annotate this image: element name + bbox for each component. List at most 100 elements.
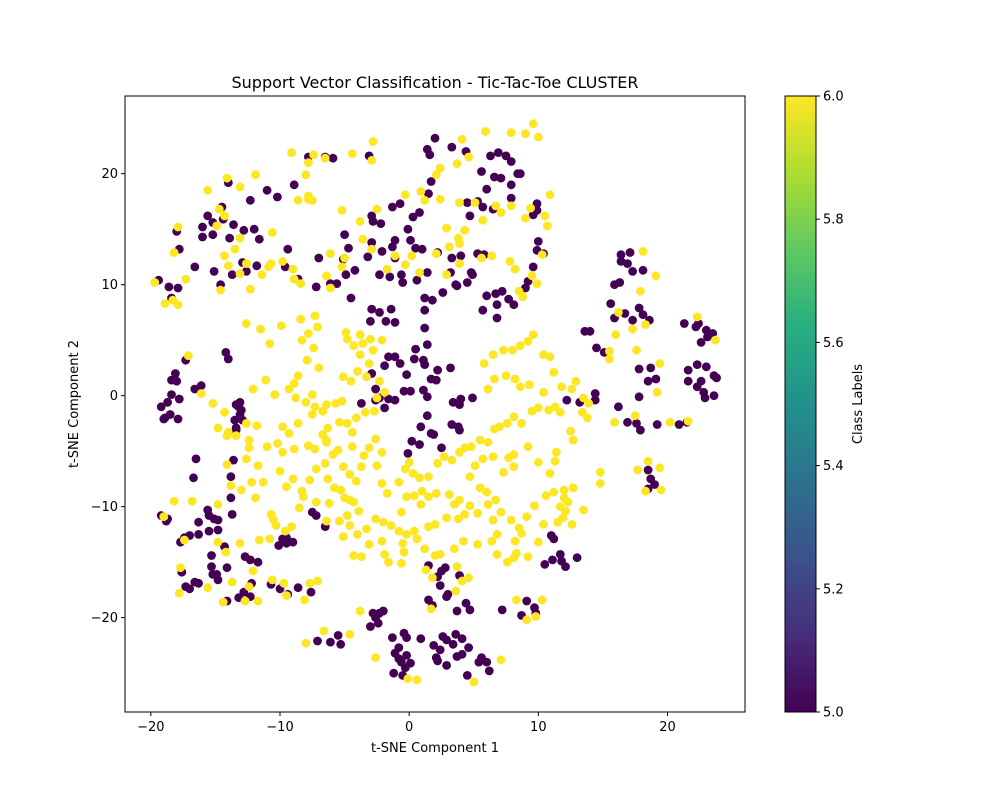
- data-point: [412, 275, 422, 285]
- data-point: [345, 629, 355, 639]
- data-point: [506, 128, 516, 138]
- data-point: [266, 259, 276, 268]
- data-point: [338, 372, 348, 382]
- data-point: [533, 457, 543, 467]
- data-point: [390, 395, 400, 405]
- data-point: [533, 132, 543, 142]
- data-point: [382, 488, 392, 498]
- data-point: [532, 279, 542, 288]
- data-point: [605, 346, 614, 356]
- data-point: [338, 462, 348, 472]
- data-point: [568, 435, 578, 445]
- data-point: [305, 578, 315, 588]
- data-point: [508, 345, 517, 355]
- data-point: [455, 425, 464, 435]
- data-point: [429, 641, 439, 650]
- data-point: [459, 536, 468, 546]
- data-point: [493, 148, 503, 158]
- data-point: [488, 452, 498, 462]
- data-point: [236, 485, 246, 495]
- data-point: [251, 493, 260, 503]
- data-point: [353, 366, 362, 376]
- data-point: [172, 376, 182, 386]
- data-point: [549, 487, 559, 497]
- data-point: [558, 513, 568, 523]
- data-point: [222, 431, 232, 440]
- data-point: [633, 465, 643, 475]
- data-point: [421, 565, 431, 575]
- data-point: [561, 506, 570, 516]
- data-point: [590, 395, 600, 405]
- data-point: [496, 208, 506, 217]
- data-point: [367, 304, 377, 314]
- data-point: [407, 251, 417, 261]
- data-point: [540, 560, 550, 569]
- data-point: [632, 345, 641, 355]
- data-point: [367, 238, 377, 247]
- data-point: [497, 286, 507, 296]
- data-point: [164, 282, 174, 292]
- data-point: [435, 581, 445, 590]
- data-point: [359, 451, 369, 460]
- data-point: [431, 170, 441, 180]
- data-point: [492, 550, 502, 559]
- data-point: [483, 437, 493, 447]
- data-point: [416, 187, 426, 196]
- data-point: [496, 173, 506, 183]
- data-point: [636, 425, 645, 435]
- data-point: [227, 270, 237, 280]
- data-point: [505, 257, 515, 266]
- data-point: [709, 391, 719, 401]
- data-point: [628, 267, 637, 276]
- data-point: [240, 596, 250, 606]
- data-point: [610, 417, 619, 427]
- data-point: [510, 374, 520, 384]
- data-point: [276, 321, 286, 331]
- data-point: [468, 393, 477, 403]
- data-point: [435, 194, 445, 204]
- data-point: [280, 526, 290, 536]
- data-point: [204, 526, 214, 536]
- data-point: [651, 271, 661, 281]
- data-point: [683, 416, 693, 426]
- data-point: [394, 526, 404, 536]
- data-point: [457, 576, 467, 586]
- data-point: [380, 361, 389, 371]
- data-point: [545, 469, 555, 478]
- data-point: [173, 414, 183, 424]
- data-point: [457, 634, 467, 644]
- data-point: [412, 534, 422, 544]
- data-point: [310, 311, 320, 321]
- data-point: [371, 514, 380, 524]
- data-point: [329, 483, 339, 493]
- data-point: [641, 486, 650, 496]
- data-point: [546, 531, 556, 540]
- data-point: [323, 474, 333, 484]
- colorbar-axis: 5.0 5.2 5.4 5.6 5.8 6.0: [816, 90, 844, 721]
- data-point: [273, 439, 282, 448]
- data-point: [377, 335, 387, 345]
- data-point: [655, 463, 665, 473]
- data-point: [402, 651, 411, 660]
- data-point: [293, 371, 303, 381]
- data-point: [165, 410, 175, 419]
- data-point: [623, 417, 632, 427]
- data-point: [287, 522, 296, 531]
- data-point: [347, 442, 357, 452]
- data-point: [403, 674, 413, 684]
- data-point: [492, 530, 502, 539]
- data-point: [488, 515, 498, 525]
- data-point: [395, 199, 405, 209]
- data-point: [474, 657, 484, 667]
- data-point: [190, 384, 200, 394]
- data-point: [533, 537, 543, 547]
- data-point: [326, 249, 335, 258]
- data-point: [319, 626, 329, 636]
- data-point: [171, 369, 180, 378]
- data-point: [412, 675, 422, 685]
- data-point: [638, 310, 648, 320]
- data-point: [541, 491, 551, 500]
- data-point: [400, 260, 410, 270]
- data-point: [465, 211, 475, 221]
- data-point: [451, 586, 461, 596]
